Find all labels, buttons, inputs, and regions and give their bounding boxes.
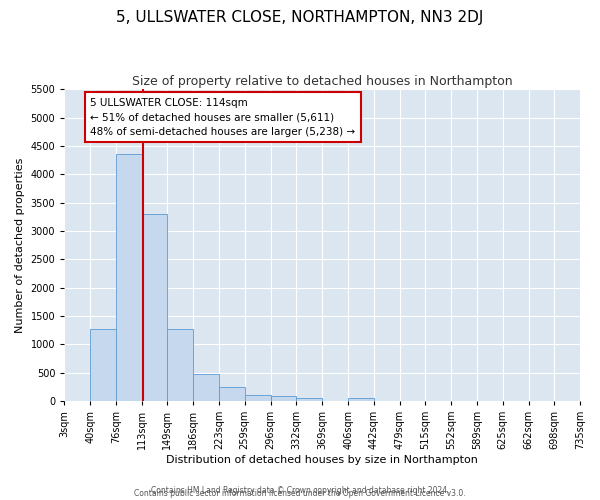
Bar (296, 398, 322, 401)
Bar (116, 154, 142, 401)
Text: Contains HM Land Registry data © Crown copyright and database right 2024.: Contains HM Land Registry data © Crown c… (151, 486, 449, 495)
Text: 5 ULLSWATER CLOSE: 114sqm
← 51% of detached houses are smaller (5,611)
48% of se: 5 ULLSWATER CLOSE: 114sqm ← 51% of detac… (91, 98, 356, 138)
Text: 5, ULLSWATER CLOSE, NORTHAMPTON, NN3 2DJ: 5, ULLSWATER CLOSE, NORTHAMPTON, NN3 2DJ (116, 10, 484, 25)
Bar (193, 374, 220, 401)
Y-axis label: Number of detached properties: Number of detached properties (15, 158, 25, 332)
Text: Contains public sector information licensed under the Open Government Licence v3: Contains public sector information licen… (134, 488, 466, 498)
Bar (167, 329, 193, 401)
Bar (91, 329, 116, 401)
Bar (142, 214, 167, 401)
Bar (245, 395, 271, 401)
Bar (220, 388, 245, 401)
Bar (271, 396, 296, 401)
Bar (348, 398, 374, 401)
X-axis label: Distribution of detached houses by size in Northampton: Distribution of detached houses by size … (166, 455, 478, 465)
Title: Size of property relative to detached houses in Northampton: Size of property relative to detached ho… (132, 75, 512, 88)
